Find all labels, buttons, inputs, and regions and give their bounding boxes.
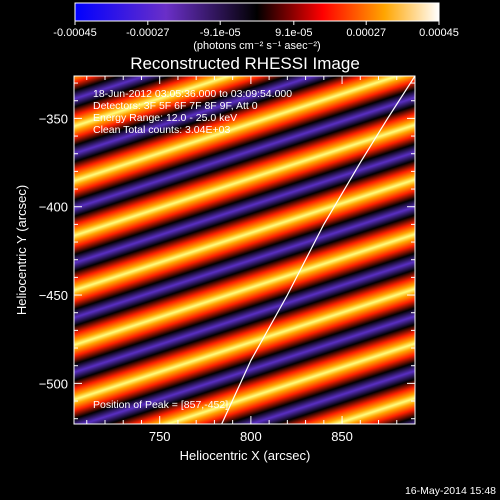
annotation-clean-counts: Clean Total counts: 3.04E+03 <box>93 124 230 136</box>
colorbar-tick-label: 0.00027 <box>346 27 386 39</box>
y-axis-label: Heliocentric Y (arcsec) <box>14 185 29 315</box>
footer-date: 16-May-2014 15:48 <box>405 485 496 497</box>
heatmap-image <box>74 76 415 424</box>
y-tick-label: −500 <box>39 376 68 391</box>
colorbar-gradient <box>74 2 440 22</box>
y-tick-label: −450 <box>39 288 68 303</box>
annotation-block: 18-Jun-2012 03:05:36.000 to 03:09:54.000… <box>93 88 292 136</box>
chart-title: Reconstructed RHESSI Image <box>130 54 360 73</box>
annotation-detectors: Detectors: 3F 5F 6F 7F 8F 9F, Att 0 <box>93 100 258 112</box>
x-tick-label: 750 <box>149 429 171 444</box>
axes: 750 800 850 −350 −400 −450 −500 <box>39 76 416 444</box>
colorbar-tick-label: 0.00045 <box>419 27 459 39</box>
x-tick-label: 850 <box>331 429 353 444</box>
x-tick-label: 800 <box>240 429 262 444</box>
y-tick-label: −350 <box>39 111 68 126</box>
colorbar-tick-label: -9.1e-05 <box>200 27 241 39</box>
colorbar: -0.00045 -0.00027 -9.1e-05 9.1e-05 0.00027 0.… <box>53 2 459 52</box>
colorbar-units: (photons cm⁻² s⁻¹ asec⁻²) <box>193 40 320 52</box>
y-tick-label: −400 <box>39 200 68 215</box>
annotation-energy: Energy Range: 12.0 - 25.0 keV <box>93 112 237 124</box>
colorbar-tick-label: -0.00045 <box>53 27 96 39</box>
peak-position-label: Position of Peak = [857,-452] <box>93 399 228 411</box>
colorbar-tick-label: -0.00027 <box>126 27 169 39</box>
x-axis-label: Heliocentric X (arcsec) <box>180 448 311 463</box>
limb-curve <box>221 76 415 424</box>
colorbar-tick-label: 9.1e-05 <box>275 27 312 39</box>
colorbar-ticks: -0.00045 -0.00027 -9.1e-05 9.1e-05 0.00027 0.… <box>53 21 459 39</box>
plot-area <box>74 76 415 424</box>
annotation-time: 18-Jun-2012 03:05:36.000 to 03:09:54.000 <box>93 88 292 100</box>
plot-frame <box>73 75 416 425</box>
